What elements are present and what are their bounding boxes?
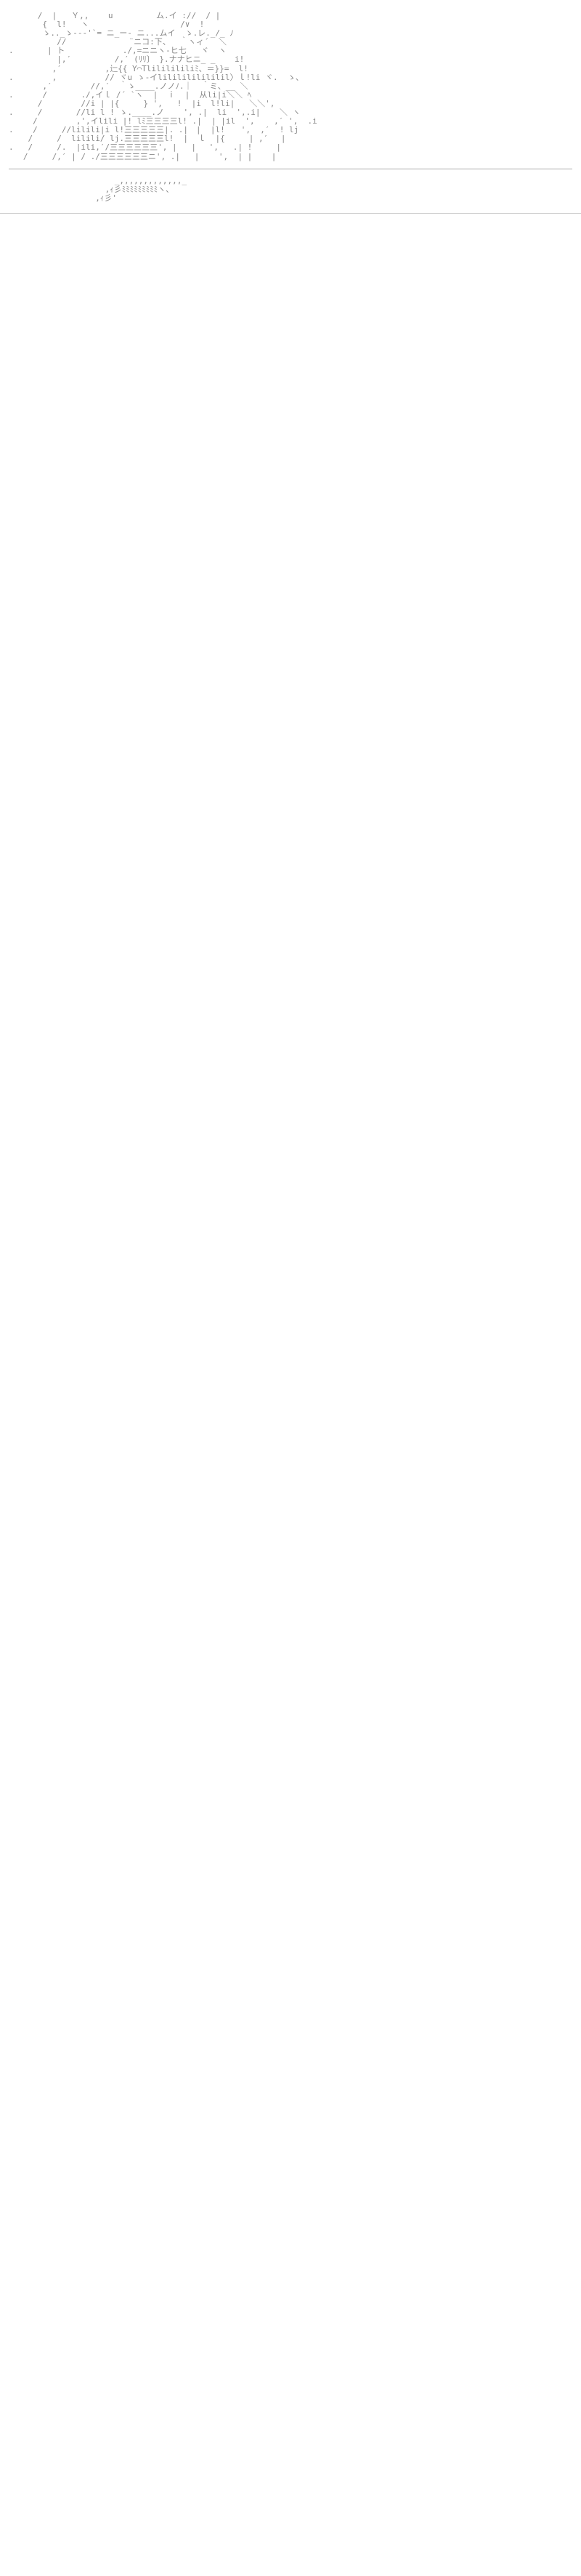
ascii-art-rider: _,,,,,,,,,,,,,_ ,ｨ彡ﾐﾐﾐﾐﾐﾐﾐﾐﾐヽ、 ,ｨ彡' [9,177,572,203]
art-section-rider: _,,,,,,,,,,,,,_ ,ｨ彡ﾐﾐﾐﾐﾐﾐﾐﾐﾐヽ、 ,ｨ彡' [9,177,572,203]
ascii-art-character-1: / | Ｙ,, u ム.イ :// / | { l! ヽ /∨ ! ゝ.._ゝ-… [9,12,572,161]
post-1: / | Ｙ,, u ム.イ :// / | { l! ヽ /∨ ! ゝ.._ゝ-… [0,0,581,214]
